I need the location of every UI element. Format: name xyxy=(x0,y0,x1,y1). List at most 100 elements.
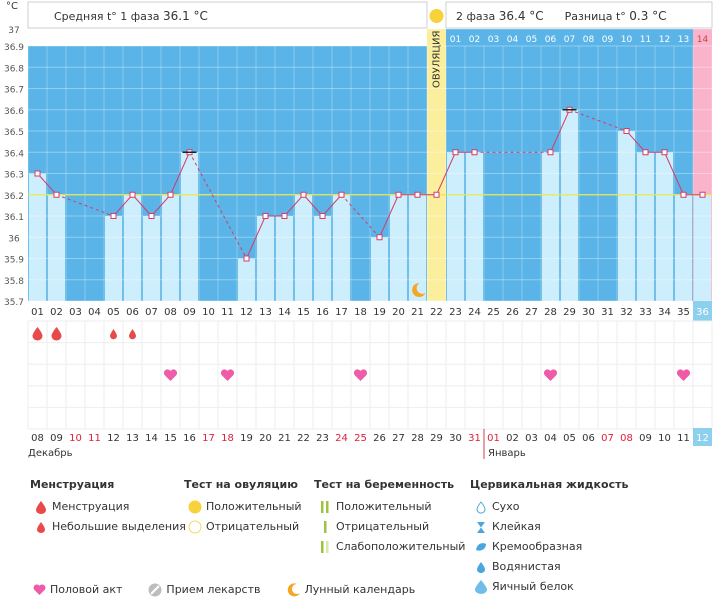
phase2-day-number: 13 xyxy=(678,35,689,45)
calendar-date-label: 11 xyxy=(88,433,101,444)
small-drop-icon xyxy=(30,521,52,533)
temperature-point xyxy=(338,191,345,198)
cycle-day-label: 20 xyxy=(392,307,405,318)
temperature-bar xyxy=(637,152,654,301)
watery-drop-icon xyxy=(470,561,492,574)
legend-item-medication: Прием лекарств xyxy=(144,580,261,600)
cycle-day-label: 30 xyxy=(582,307,595,318)
legend-item-ovulation-negative: Отрицательный xyxy=(184,517,302,537)
cycle-day-label: 15 xyxy=(297,307,310,318)
cycle-day-label: 11 xyxy=(221,307,234,318)
phase2-day-number: 01 xyxy=(450,35,461,45)
moon-icon xyxy=(283,583,305,597)
weak-line-icon xyxy=(314,540,336,554)
calendar-date-label: 31 xyxy=(468,433,481,444)
y-tick-label: 36 xyxy=(8,234,20,244)
temperature-bar xyxy=(105,216,122,301)
legend-item-label: Яичный белок xyxy=(492,580,574,593)
phase2-day-number: 10 xyxy=(621,35,633,45)
calendar-date-label: 30 xyxy=(449,433,462,444)
menstruation-drop xyxy=(32,327,43,341)
y-tick-label: 37 xyxy=(8,26,19,36)
temperature-bar xyxy=(561,109,578,301)
y-tick-label: 36.2 xyxy=(4,192,24,202)
legend-item-label: Сухо xyxy=(492,500,520,513)
temperature-point xyxy=(34,170,41,177)
temperature-point xyxy=(319,213,326,219)
cycle-day-label: 24 xyxy=(468,307,481,318)
cycle-day-label: 33 xyxy=(639,307,652,318)
legend-item-label: Водянистая xyxy=(492,560,561,573)
calendar-date-label: 12 xyxy=(107,433,120,444)
temperature-bar xyxy=(694,194,711,301)
intercourse-heart xyxy=(220,369,235,381)
temperature-point xyxy=(642,149,649,156)
legend-item-label: Лунный календарь xyxy=(304,583,416,596)
phase1-label: Средняя t° 1 фаза xyxy=(54,10,160,23)
calendar-date-label: 26 xyxy=(373,433,386,444)
blood-drop-icon xyxy=(30,500,52,514)
phase2-day-number: 12 xyxy=(659,35,670,45)
temperature-point xyxy=(414,191,421,198)
cycle-day-label: 32 xyxy=(620,307,633,318)
temperature-segment xyxy=(246,215,266,259)
temperature-segment xyxy=(379,194,399,238)
eggwhite-drop-icon xyxy=(470,580,492,594)
temperature-point xyxy=(110,213,117,219)
month-label-january: Январь xyxy=(488,448,526,459)
temperature-bar xyxy=(143,216,160,301)
cycle-day-label: 25 xyxy=(487,307,500,318)
temperature-point xyxy=(53,191,60,198)
intercourse-heart xyxy=(353,369,368,381)
calendar-date-label: 12 xyxy=(696,433,709,444)
cycle-day-label: 36 xyxy=(696,307,709,318)
temperature-point xyxy=(129,191,136,198)
temperature-segment xyxy=(170,152,190,195)
cycle-day-label: 10 xyxy=(202,307,215,318)
calendar-date-label: 18 xyxy=(221,433,234,444)
y-tick-label: 36.1 xyxy=(4,213,24,223)
menstruation-drop xyxy=(51,327,62,341)
calendar-date-label: 03 xyxy=(525,433,538,444)
legend-item-menstruation: Менструация xyxy=(30,497,186,517)
calendar-date-label: 01 xyxy=(487,433,500,444)
cycle-day-label: 16 xyxy=(316,307,329,318)
heart-icon xyxy=(28,584,50,596)
diff-value: 0.3 °C xyxy=(629,9,667,23)
cycle-day-label: 28 xyxy=(544,307,557,318)
diff-label: Разница t° xyxy=(564,10,626,23)
temperature-segment xyxy=(664,152,684,195)
temperature-bar xyxy=(314,216,331,301)
legend-item-label: Менструация xyxy=(52,500,130,513)
phase2-day-number: 04 xyxy=(507,35,519,45)
temperature-bar xyxy=(295,194,312,301)
calendar-date-label: 14 xyxy=(145,433,158,444)
temperature-point xyxy=(262,213,269,219)
legend-item-label: Положительный xyxy=(206,500,302,513)
phase2-label: 2 фаза xyxy=(456,10,496,23)
phase2-days-row xyxy=(446,29,693,46)
cycle-day-label: 26 xyxy=(506,307,519,318)
phase2-day-number: 11 xyxy=(640,35,651,45)
cycle-day-label: 04 xyxy=(88,307,101,318)
legend-pregnancy-test: Тест на беременность Положительный Отриц… xyxy=(314,478,465,557)
temperature-point xyxy=(433,191,440,198)
calendar-date-label: 10 xyxy=(69,433,82,444)
y-tick-label: 35.7 xyxy=(4,298,24,308)
calendar-date-label: 17 xyxy=(202,433,215,444)
phase2-day-number: 07 xyxy=(564,35,575,45)
phase2-day-number: 14 xyxy=(697,35,709,45)
y-tick-label: 36.5 xyxy=(4,128,24,138)
temperature-segment xyxy=(569,109,627,132)
cycle-day-label: 13 xyxy=(259,307,272,318)
phase1-average: Средняя t° 1 фаза 36.1 °C xyxy=(54,9,208,23)
temperature-point xyxy=(547,149,554,156)
cycle-day-label: 18 xyxy=(354,307,367,318)
temperature-segment xyxy=(189,152,247,259)
temperature-point xyxy=(623,128,630,134)
legend: Менструация Менструация Небольшие выделе… xyxy=(0,478,720,597)
calendar-date-label: 11 xyxy=(677,433,690,444)
legend-item-label: Отрицательный xyxy=(206,520,300,533)
legend-item-spotting: Небольшие выделения xyxy=(30,517,186,537)
spotting-drop xyxy=(110,329,117,340)
